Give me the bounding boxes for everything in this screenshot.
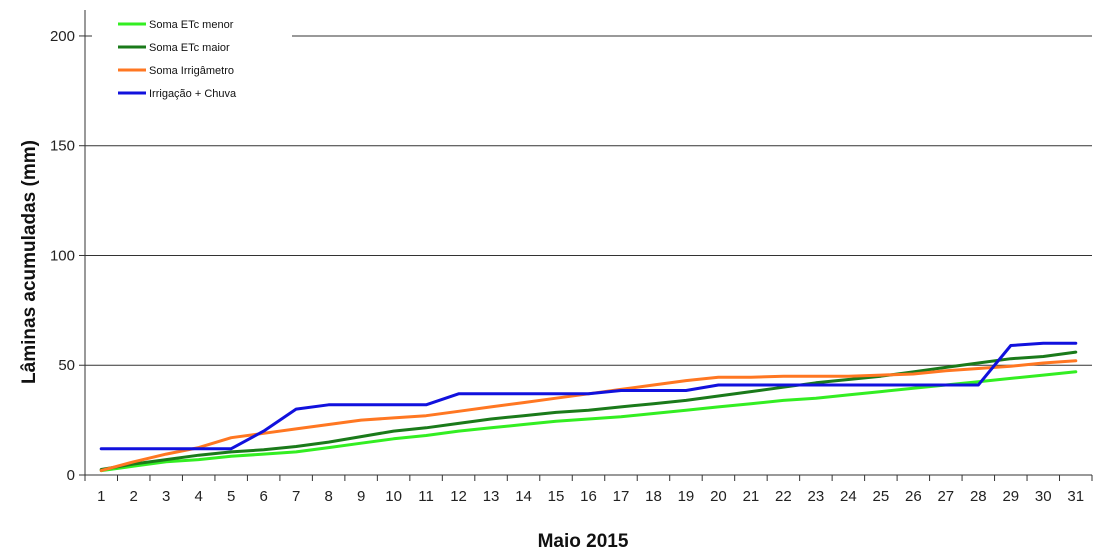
x-tick-label: 16 [580, 488, 597, 505]
x-tick-labels: 1 2 3 4 5 6 7 8 9 10 11 12 13 14 15 16 17 18 19 20 21 22 23 24 2… [97, 488, 1084, 505]
x-tick-label: 28 [970, 488, 987, 505]
x-tick-label: 9 [357, 488, 365, 505]
legend-label: Soma Irrigâmetro [149, 65, 234, 77]
axes [79, 10, 1093, 481]
x-tick-label: 1 [97, 488, 105, 505]
y-tick-label: 50 [58, 357, 75, 374]
x-tick-label: 12 [450, 488, 467, 505]
x-tick-label: 10 [385, 488, 402, 505]
x-tick-label: 8 [324, 488, 332, 505]
x-tick-label: 30 [1035, 488, 1052, 505]
legend-background [92, 10, 292, 105]
x-tick-label: 11 [418, 488, 434, 505]
y-axis-title: Lâminas acumuladas (mm) [19, 140, 40, 384]
legend-label: Irrigação + Chuva [149, 88, 237, 100]
y-tick-label: 150 [50, 138, 75, 155]
x-tick-label: 5 [227, 488, 235, 505]
legend: Soma ETc menor Soma ETc maior Soma Irrigâm… [118, 19, 237, 100]
x-tick-label: 27 [937, 488, 954, 505]
x-tick-label: 26 [905, 488, 922, 505]
series-line [99, 370, 1078, 473]
x-tick-label: 24 [840, 488, 857, 505]
x-tick-label: 31 [1067, 488, 1084, 505]
y-tick-label: 0 [67, 467, 75, 484]
x-tick-label: 19 [678, 488, 695, 505]
x-tick-label: 17 [613, 488, 630, 505]
legend-label: Soma ETc maior [149, 42, 230, 54]
x-tick-label: 15 [548, 488, 565, 505]
x-tick-label: 20 [710, 488, 727, 505]
x-tick-label: 29 [1002, 488, 1019, 505]
x-tick-label: 25 [873, 488, 890, 505]
x-tick-label: 23 [808, 488, 825, 505]
x-tick-label: 7 [292, 488, 300, 505]
x-tick-label: 14 [515, 488, 532, 505]
y-tick-label: 200 [50, 28, 75, 45]
y-tick-label: 100 [50, 247, 75, 264]
x-tick-label: 18 [645, 488, 662, 505]
x-tick-label: 4 [195, 488, 203, 505]
legend-label: Soma ETc menor [149, 19, 234, 31]
series-line [99, 341, 1078, 451]
x-tick-label: 13 [483, 488, 500, 505]
series-lines [99, 341, 1078, 473]
series-line [99, 350, 1078, 471]
x-tick-label: 22 [775, 488, 792, 505]
x-tick-label: 2 [130, 488, 138, 505]
x-axis-title: Maio 2015 [538, 531, 629, 552]
x-tick-label: 6 [259, 488, 267, 505]
y-tick-labels: 0 50 100 150 200 [50, 28, 75, 484]
x-tick-label: 21 [743, 488, 760, 505]
x-tick-label: 3 [162, 488, 170, 505]
